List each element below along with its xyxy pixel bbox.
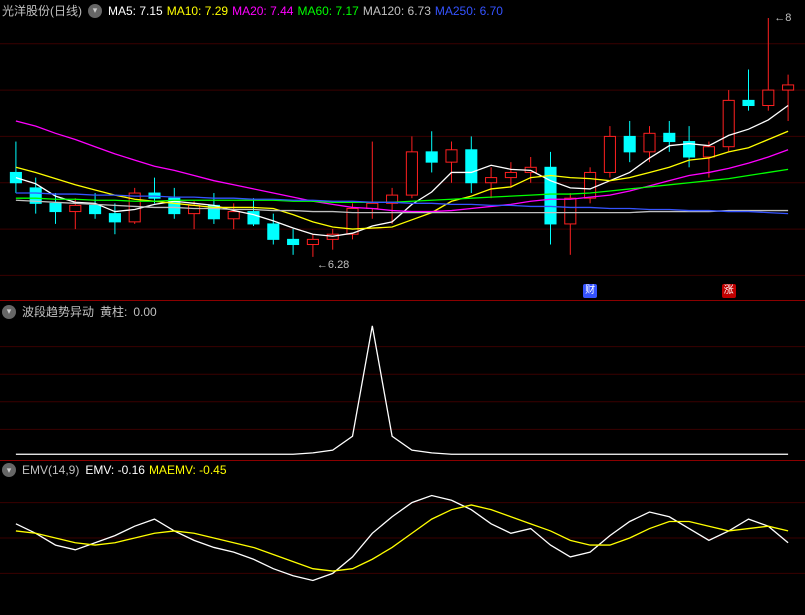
candlestick-chart[interactable]	[0, 0, 805, 300]
event-badge[interactable]: 财	[583, 284, 597, 298]
trend-indicator-chart[interactable]	[0, 301, 805, 461]
event-badge[interactable]: 涨	[722, 284, 736, 298]
price-high-label: ←8	[774, 12, 791, 24]
trend-indicator-panel[interactable]: ▾ 波段趋势异动 黄柱: 0.00	[0, 300, 805, 461]
price-low-label: ←6.28	[317, 259, 349, 271]
emv-indicator-panel[interactable]: ▾ EMV(14,9) EMV: -0.16MAEMV: -0.45	[0, 460, 805, 615]
emv-chart[interactable]	[0, 461, 805, 615]
main-chart-panel[interactable]: 光洋股份(日线) ▾ MA5: 7.15MA10: 7.29MA20: 7.44…	[0, 0, 805, 300]
